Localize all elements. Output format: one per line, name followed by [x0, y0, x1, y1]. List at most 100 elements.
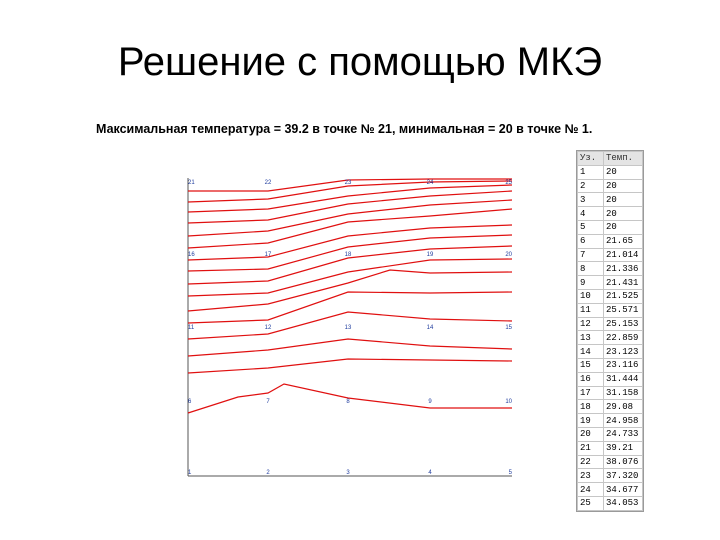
isotherm-line [188, 178, 512, 192]
node-label: 22 [265, 180, 272, 186]
temperature-cell: 20 [603, 178, 643, 194]
node-label: 24 [427, 180, 434, 186]
table-row: 9 21.431 [577, 275, 643, 290]
node-number-cell: 18 [577, 399, 604, 415]
temperature-cell: 29.08 [603, 399, 643, 415]
node-label: 7 [266, 399, 270, 405]
table-row: 18 29.08 [577, 399, 643, 415]
table-row: 24 34.677 [577, 482, 643, 497]
temperature-cell: 20 [603, 206, 643, 221]
isotherm-line [187, 258, 513, 297]
temperature-cell: 21.65 [603, 233, 643, 249]
isotherm-line [187, 338, 513, 357]
node-number-cell: 11 [577, 302, 604, 318]
result-caption: Максимальная температура = 39.2 в точке … [96, 122, 593, 136]
table-row: 16 31.444 [577, 371, 643, 387]
temperature-cell: 20 [603, 192, 643, 208]
node-label: 15 [505, 325, 512, 331]
node-label: 4 [428, 470, 432, 476]
node-number-cell: 14 [577, 344, 604, 359]
isotherm-line [187, 245, 513, 285]
temperature-table: Уз. Темп. 1 20 2 20 3 20 4 20 5 20 6 21.65 7 21.014 8 2… [576, 150, 644, 512]
node-label: 6 [188, 399, 192, 405]
table-row: 17 31.158 [577, 385, 643, 401]
node-number-cell: 13 [577, 330, 604, 346]
table-row: 13 22.859 [577, 330, 643, 346]
node-label: 3 [346, 470, 350, 476]
column-header-node: Уз. [577, 151, 604, 166]
node-label: 14 [427, 325, 434, 331]
node-number-cell: 2 [577, 178, 604, 194]
table-body: 1 20 2 20 3 20 4 20 5 20 6 21.65 7 21.014 8 21.336 9 21.4… [577, 164, 643, 511]
node-number-cell: 1 [577, 164, 604, 180]
node-label: 19 [427, 252, 434, 258]
node-label: 10 [505, 399, 512, 405]
table-row: 4 20 [577, 206, 643, 221]
table-row: 7 21.014 [577, 247, 643, 263]
temperature-cell: 24.733 [603, 426, 643, 442]
node-label: 5 [509, 470, 513, 476]
table-row: 5 20 [577, 219, 643, 235]
table-row: 1 20 [577, 164, 643, 180]
node-number-cell: 3 [577, 192, 604, 208]
table-row: 12 25.153 [577, 316, 643, 332]
column-header-temperature: Темп. [603, 151, 643, 166]
node-number-cell: 16 [577, 371, 604, 387]
node-number-cell: 23 [577, 468, 604, 484]
isotherm-line [187, 199, 513, 237]
temperature-cell: 37.320 [603, 468, 643, 484]
isotherm-line [187, 224, 513, 261]
node-number-cell: 10 [577, 288, 604, 304]
node-number-cell: 24 [577, 482, 604, 497]
node-label: 16 [188, 252, 195, 258]
table-row: 6 21.65 [577, 233, 643, 249]
temperature-cell: 25.571 [603, 302, 643, 318]
node-number-cell: 7 [577, 247, 604, 263]
slide-title: Решение с помощью МКЭ [117, 40, 603, 84]
isotherm-line [187, 311, 513, 340]
table-row: 11 25.571 [577, 302, 643, 318]
node-number-cell: 17 [577, 385, 604, 401]
isotherm-line [187, 208, 513, 249]
node-label: 21 [188, 180, 195, 186]
temperature-cell: 21.431 [603, 275, 643, 290]
temperature-cell: 20 [603, 219, 643, 235]
node-number-cell: 22 [577, 454, 604, 470]
node-label: 25 [505, 180, 512, 186]
node-number-cell: 5 [577, 219, 604, 235]
temperature-cell: 31.444 [603, 371, 643, 387]
temperature-cell: 23.116 [603, 357, 643, 373]
node-number-cell: 25 [577, 495, 604, 511]
table-row: 20 24.733 [577, 426, 643, 442]
table-header-row: Уз. Темп. [577, 151, 643, 166]
isotherm-line [187, 190, 513, 224]
isotherm-line [187, 291, 513, 324]
node-number-cell: 12 [577, 316, 604, 332]
temperature-cell: 20 [603, 164, 643, 180]
node-number-cell: 21 [577, 440, 604, 456]
node-label: 2 [266, 470, 270, 476]
table-row: 19 24.958 [577, 413, 643, 428]
node-number-cell: 8 [577, 261, 604, 277]
plot-frame [187, 178, 512, 477]
node-label: 20 [505, 252, 512, 258]
table-row: 8 21.336 [577, 261, 643, 277]
table-row: 10 21.525 [577, 288, 643, 304]
isotherm-line [187, 383, 512, 414]
table-row: 22 38.076 [577, 454, 643, 470]
temperature-cell: 24.958 [603, 413, 643, 428]
isotherm-line [187, 358, 513, 374]
node-label: 12 [265, 325, 272, 331]
node-label: 1 [188, 470, 192, 476]
node-label: 8 [346, 399, 350, 405]
temperature-cell: 23.123 [603, 344, 643, 359]
temperature-cell: 31.158 [603, 385, 643, 401]
temperature-cell: 38.076 [603, 454, 643, 470]
temperature-cell: 22.859 [603, 330, 643, 346]
node-number-cell: 19 [577, 413, 604, 428]
isotherm-line [187, 269, 513, 312]
node-label: 18 [345, 252, 352, 258]
table-row: 2 20 [577, 178, 643, 194]
